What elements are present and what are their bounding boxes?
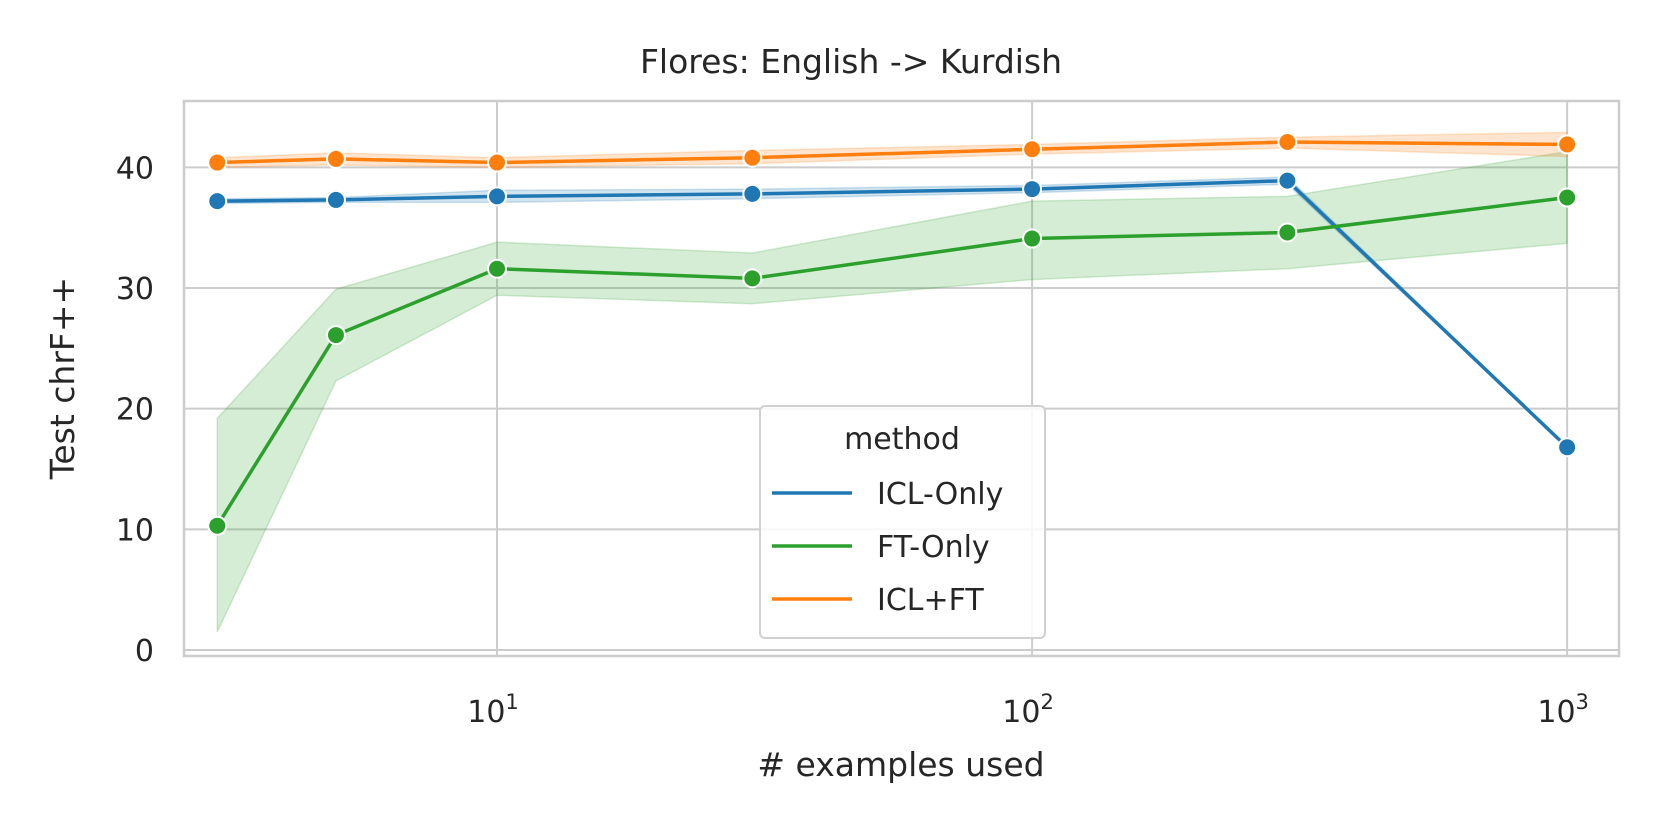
- icl-ft-point: [487, 152, 508, 173]
- y-tick-label: 40: [116, 151, 154, 186]
- y-tick-label: 10: [116, 513, 154, 548]
- icl-ft-point: [325, 148, 346, 169]
- y-axis-label: Test chrF++: [43, 277, 82, 480]
- x-tick-label: 103: [1537, 690, 1589, 730]
- y-tick-labels: 0 10 20 30 40: [116, 151, 154, 669]
- icl-ft-point: [207, 152, 228, 173]
- y-tick-label: 20: [116, 393, 154, 428]
- y-tick-label: 0: [135, 634, 154, 669]
- x-tick-label: 102: [1002, 690, 1054, 730]
- ft-only-point: [1557, 187, 1578, 208]
- x-tick-label: 101: [467, 690, 519, 730]
- ft-only-point: [1277, 222, 1298, 243]
- icl-only-point: [1557, 437, 1578, 458]
- series-markers: [207, 132, 1578, 536]
- plot-frame: [182, 99, 1621, 658]
- icl-only-point: [207, 191, 228, 212]
- ft-only-point: [207, 515, 228, 536]
- ft-only-point: [1022, 228, 1043, 249]
- legend-box: [759, 405, 1046, 639]
- legend-title: method: [844, 422, 960, 457]
- legend: method ICL-Only FT-Only ICL+FT: [759, 405, 1046, 639]
- icl-ft-point: [1277, 132, 1298, 153]
- icl-ft-point: [1557, 134, 1578, 155]
- legend-label-ft-only: FT-Only: [877, 530, 990, 565]
- icl-ft-ci-band: [216, 131, 1568, 169]
- x-axis-label: # examples used: [757, 745, 1044, 784]
- icl-ft-point: [1022, 139, 1043, 160]
- x-tick-labels: 101 102 103: [467, 690, 1589, 730]
- icl-only-point: [325, 189, 346, 210]
- ft-only-point: [325, 325, 346, 346]
- icl-only-point: [487, 186, 508, 207]
- ft-only-point: [487, 258, 508, 279]
- chart-title: Flores: English -> Kurdish: [640, 42, 1062, 81]
- y-tick-label: 30: [116, 272, 154, 307]
- icl-only-point: [1277, 170, 1298, 191]
- icl-ft-point: [742, 147, 763, 168]
- icl-only-point: [1022, 179, 1043, 200]
- legend-entries: ICL-Only FT-Only ICL+FT: [772, 477, 1003, 618]
- icl-only-point: [742, 183, 763, 204]
- legend-label-icl-only: ICL-Only: [877, 477, 1003, 512]
- ft-only-point: [742, 268, 763, 289]
- legend-label-icl-ft: ICL+FT: [877, 583, 984, 618]
